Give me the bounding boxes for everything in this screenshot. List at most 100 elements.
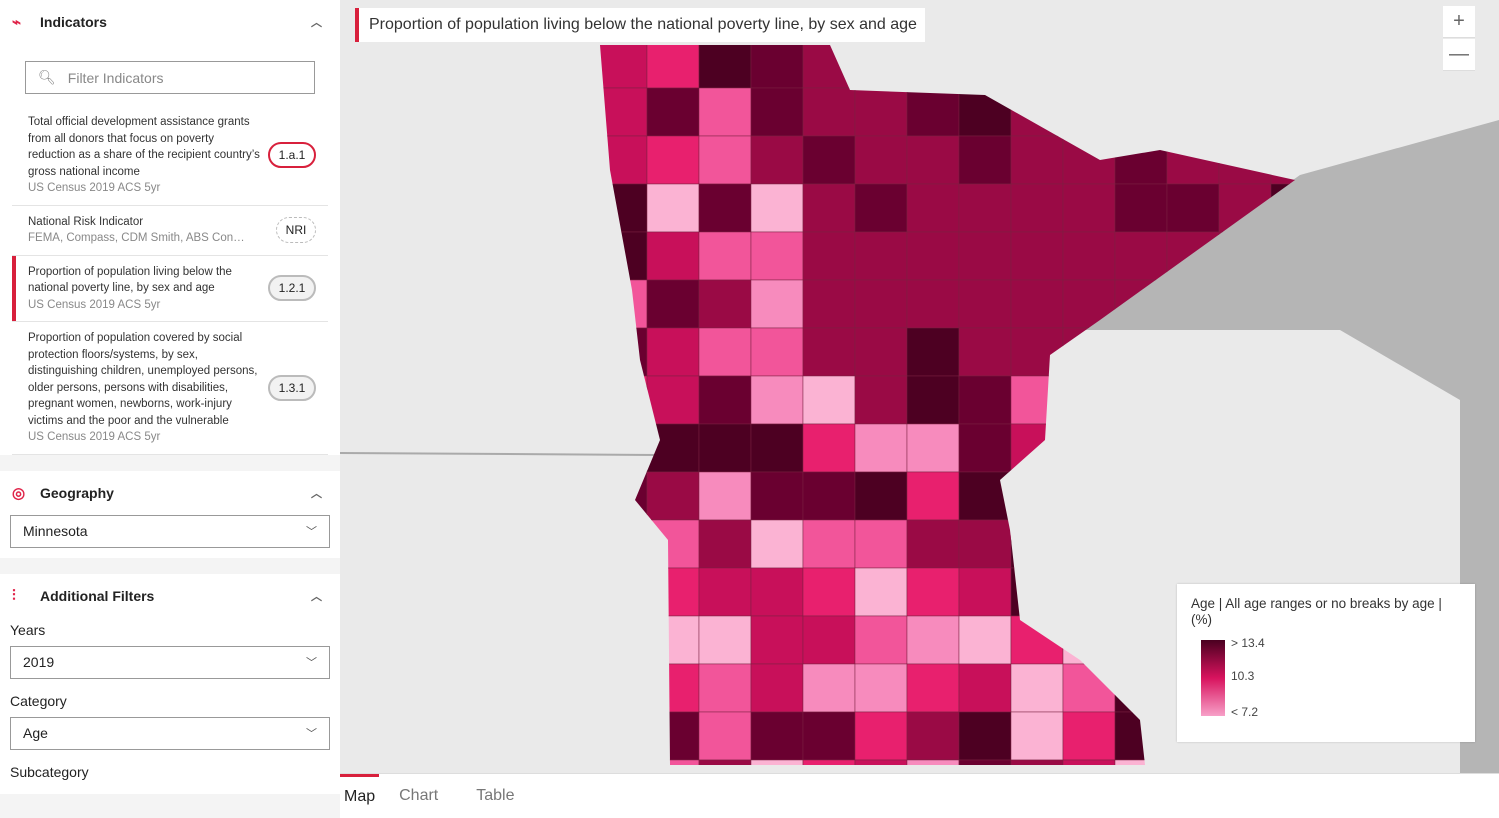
indicator-item[interactable]: Proportion of population covered by soci…	[12, 322, 328, 455]
county-region[interactable]	[854, 711, 908, 761]
county-region[interactable]	[750, 40, 804, 89]
county-region[interactable]	[906, 519, 960, 569]
county-region[interactable]	[802, 711, 856, 761]
county-region[interactable]	[646, 471, 700, 521]
county-region[interactable]	[854, 231, 908, 281]
filters-header[interactable]: ⫶ Additional Filters ︿	[0, 574, 340, 618]
county-region[interactable]	[1010, 183, 1064, 233]
county-region[interactable]	[698, 40, 752, 89]
county-region[interactable]	[750, 279, 804, 329]
county-region[interactable]	[698, 663, 752, 713]
county-region[interactable]	[698, 231, 752, 281]
county-region[interactable]	[698, 759, 752, 773]
county-region[interactable]	[646, 40, 700, 89]
county-region[interactable]	[906, 423, 960, 473]
indicator-item[interactable]: National Risk Indicator FEMA, Compass, CD…	[12, 206, 328, 256]
county-region[interactable]	[698, 711, 752, 761]
county-region[interactable]	[802, 135, 856, 185]
county-region[interactable]	[802, 471, 856, 521]
county-region[interactable]	[802, 183, 856, 233]
county-region[interactable]	[802, 663, 856, 713]
county-region[interactable]	[646, 759, 700, 773]
county-region[interactable]	[854, 759, 908, 773]
county-region[interactable]	[854, 663, 908, 713]
indicator-item[interactable]: Proportion of population living below th…	[12, 255, 328, 322]
county-region[interactable]	[958, 135, 1012, 185]
filter-indicators-input[interactable]: 🔍︎ Filter Indicators	[25, 61, 315, 94]
county-region[interactable]	[750, 759, 804, 773]
county-region[interactable]	[802, 759, 856, 773]
county-region[interactable]	[1010, 711, 1064, 761]
county-region[interactable]	[906, 87, 960, 137]
county-region[interactable]	[750, 567, 804, 617]
county-region[interactable]	[906, 711, 960, 761]
county-region[interactable]	[906, 327, 960, 377]
county-region[interactable]	[854, 183, 908, 233]
county-region[interactable]	[802, 519, 856, 569]
zoom-out-button[interactable]: —	[1443, 39, 1475, 71]
county-region[interactable]	[906, 663, 960, 713]
county-region[interactable]	[1062, 711, 1116, 761]
county-region[interactable]	[750, 135, 804, 185]
county-region[interactable]	[646, 87, 700, 137]
tab-map[interactable]: Map	[340, 774, 380, 818]
county-region[interactable]	[854, 279, 908, 329]
county-region[interactable]	[698, 87, 752, 137]
county-region[interactable]	[854, 423, 908, 473]
county-region[interactable]	[750, 231, 804, 281]
county-region[interactable]	[698, 471, 752, 521]
county-region[interactable]	[750, 327, 804, 377]
chevron-up-icon[interactable]: ︿	[311, 590, 322, 603]
county-region[interactable]	[802, 375, 856, 425]
county-region[interactable]	[1166, 183, 1220, 233]
county-region[interactable]	[1010, 279, 1064, 329]
county-region[interactable]	[1062, 183, 1116, 233]
zoom-in-button[interactable]: +	[1443, 6, 1475, 38]
county-region[interactable]	[854, 567, 908, 617]
county-region[interactable]	[958, 375, 1012, 425]
county-region[interactable]	[646, 231, 700, 281]
county-region[interactable]	[802, 279, 856, 329]
county-region[interactable]	[698, 423, 752, 473]
category-select[interactable]: Age ﹀	[10, 716, 330, 750]
county-region[interactable]	[750, 711, 804, 761]
county-region[interactable]	[854, 615, 908, 665]
county-region[interactable]	[698, 375, 752, 425]
county-region[interactable]	[646, 135, 700, 185]
county-region[interactable]	[958, 423, 1012, 473]
county-region[interactable]	[698, 567, 752, 617]
geography-header[interactable]: ◎ Geography ︿	[0, 471, 340, 515]
county-region[interactable]	[958, 279, 1012, 329]
county-region[interactable]	[698, 519, 752, 569]
county-region[interactable]	[906, 279, 960, 329]
county-region[interactable]	[906, 471, 960, 521]
county-region[interactable]	[906, 567, 960, 617]
county-region[interactable]	[802, 87, 856, 137]
county-region[interactable]	[802, 615, 856, 665]
county-region[interactable]	[906, 375, 960, 425]
county-region[interactable]	[1114, 231, 1168, 281]
county-region[interactable]	[646, 327, 700, 377]
indicators-header[interactable]: ⌁ Indicators ︿	[0, 0, 340, 44]
county-region[interactable]	[750, 375, 804, 425]
county-region[interactable]	[958, 711, 1012, 761]
county-region[interactable]	[906, 759, 960, 773]
county-region[interactable]	[750, 423, 804, 473]
chevron-up-icon[interactable]: ︿	[311, 17, 322, 29]
indicator-item[interactable]: Total official development assistance gr…	[12, 106, 328, 206]
county-region[interactable]	[1010, 663, 1064, 713]
county-region[interactable]	[646, 183, 700, 233]
county-region[interactable]	[906, 183, 960, 233]
county-region[interactable]	[750, 471, 804, 521]
county-region[interactable]	[854, 87, 908, 137]
county-region[interactable]	[1114, 183, 1168, 233]
county-region[interactable]	[958, 183, 1012, 233]
county-region[interactable]	[698, 183, 752, 233]
tab-chart[interactable]: Chart	[399, 787, 439, 804]
county-region[interactable]	[698, 615, 752, 665]
county-region[interactable]	[802, 327, 856, 377]
county-region[interactable]	[646, 279, 700, 329]
chevron-up-icon[interactable]: ︿	[311, 487, 322, 500]
county-region[interactable]	[958, 327, 1012, 377]
county-region[interactable]	[595, 87, 648, 137]
